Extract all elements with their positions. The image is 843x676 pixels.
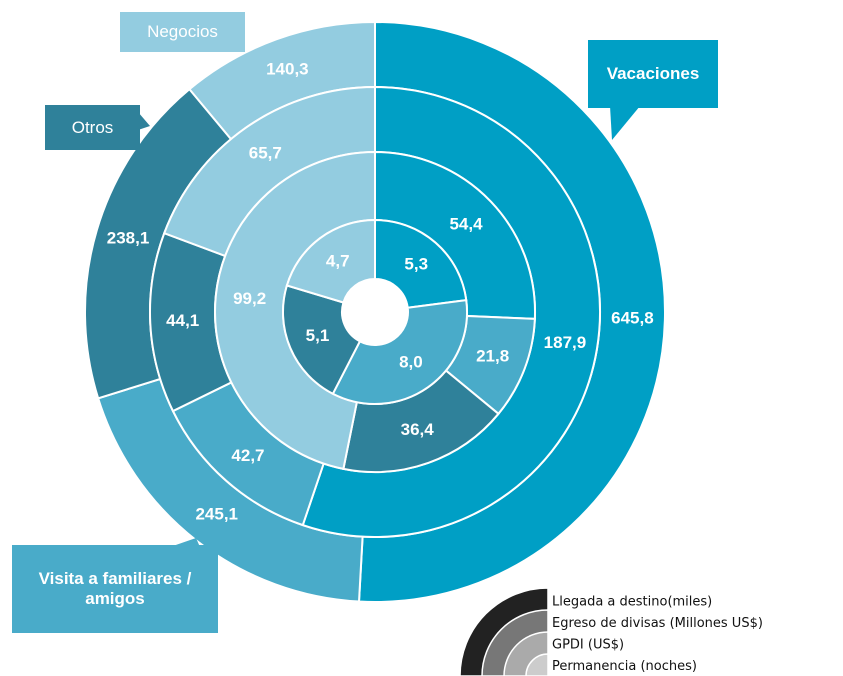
- value-label: 42,7: [231, 446, 264, 465]
- value-label: 4,7: [326, 251, 350, 270]
- callout-pointer: [610, 106, 640, 140]
- category-callout: Visita a familiares / amigos: [12, 545, 218, 633]
- ring-segment: [282, 284, 362, 396]
- value-label: 65,7: [249, 143, 282, 162]
- category-callout: Negocios: [120, 12, 245, 52]
- value-label: 245,1: [195, 505, 238, 524]
- value-label: 44,1: [166, 311, 199, 330]
- category-callout: Vacaciones: [588, 40, 718, 108]
- value-label: 99,2: [233, 289, 266, 308]
- callout-pointer: [138, 112, 150, 130]
- legend-label: Llegada a destino(miles): [552, 595, 712, 610]
- value-label: 5,3: [404, 255, 428, 274]
- value-label: 54,4: [449, 214, 483, 233]
- ring-segment: [374, 218, 468, 309]
- value-label: 5,1: [306, 326, 330, 345]
- legend-swatch: [525, 653, 549, 676]
- legend-label: Permanencia (noches): [552, 659, 697, 674]
- legend-label: GPDI (US$): [552, 638, 624, 653]
- ring-segment: [285, 218, 376, 304]
- ring-segment: [331, 299, 468, 405]
- value-label: 645,8: [611, 309, 654, 328]
- callout-pointer: [170, 538, 200, 547]
- value-label: 238,1: [107, 229, 150, 248]
- value-label: 36,4: [401, 420, 435, 439]
- value-label: 140,3: [266, 59, 309, 78]
- category-callout: Otros: [45, 105, 140, 150]
- value-label: 187,9: [544, 333, 587, 352]
- legend-label: Egreso de divisas (Millones US$): [552, 616, 763, 631]
- value-label: 21,8: [476, 347, 509, 366]
- value-label: 8,0: [399, 353, 423, 372]
